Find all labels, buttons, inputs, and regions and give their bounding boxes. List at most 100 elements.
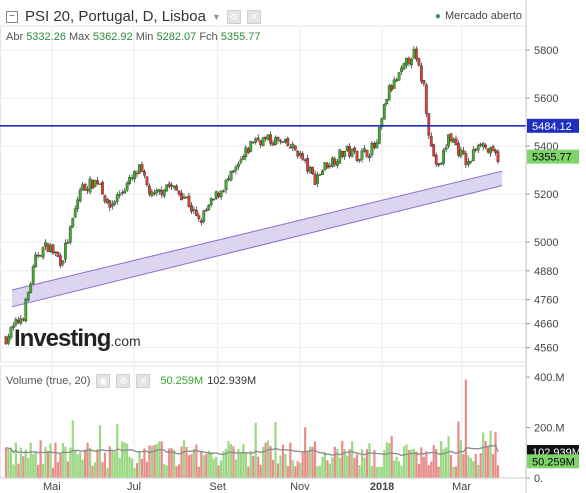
volume-bar (81, 459, 84, 478)
chart-title: PSI 20, Portugal, D, Lisboa (25, 8, 206, 25)
volume-bar (281, 444, 285, 478)
volume-bar (22, 456, 25, 478)
volume-bar (417, 463, 420, 478)
volume-bars (4, 379, 500, 478)
chevron-down-icon[interactable]: ▼ (211, 11, 221, 22)
candle (12, 325, 15, 328)
candle (214, 191, 218, 199)
volume-bar (116, 424, 119, 478)
volume-bar (195, 444, 198, 478)
volume-bar (234, 459, 238, 478)
candle (427, 113, 431, 136)
settings-icon[interactable]: ⚙ (226, 9, 241, 24)
volume-bar (177, 464, 181, 478)
candle (484, 144, 488, 148)
volume-bar (17, 463, 20, 478)
volume-bar (304, 427, 307, 478)
candle (239, 159, 243, 163)
volume-bar (452, 466, 455, 478)
volume-bar (279, 455, 282, 478)
candle (452, 139, 455, 143)
volume-bar (398, 461, 401, 478)
candle (31, 266, 35, 284)
volume-bar (9, 448, 13, 478)
volume-bar (27, 457, 30, 478)
volume-value-current: 50.259M (160, 375, 204, 387)
candle (16, 319, 20, 323)
volume-bar (333, 446, 336, 478)
volume-bar (262, 446, 265, 478)
candle (293, 145, 297, 151)
volume-bar (469, 458, 472, 478)
volume-bar (400, 465, 403, 478)
volume-bar (44, 446, 47, 478)
candle (323, 162, 327, 170)
volume-bar (311, 446, 314, 478)
volume-bar (217, 465, 220, 478)
volume-bar (432, 445, 435, 478)
volume-bar (135, 463, 139, 478)
volume-bar (121, 441, 124, 478)
candle (224, 180, 228, 191)
volume-label: Volume (true, 20) (6, 375, 91, 387)
chart-header: − PSI 20, Portugal, D, Lisboa ▼ ⚙ ✕ ● Mer… (0, 0, 586, 48)
candle (442, 150, 445, 164)
collapse-icon[interactable]: − (6, 10, 18, 23)
volume-bar (286, 466, 289, 478)
volume-bar (437, 466, 440, 478)
volume-bar (244, 452, 247, 478)
volume-bar (163, 463, 166, 478)
low-label: Min (135, 31, 154, 43)
candle (303, 159, 307, 161)
candle (24, 298, 28, 322)
volume-bar (388, 443, 391, 478)
candle (118, 193, 122, 196)
close-icon[interactable]: ✕ (246, 9, 261, 24)
candle (437, 163, 441, 166)
volume-bar (484, 440, 487, 478)
close-icon[interactable]: ✕ (136, 374, 151, 388)
volume-bar (202, 455, 205, 478)
volume-tick-label: 0. (534, 473, 543, 485)
volume-bar (145, 461, 149, 478)
volume-bar (444, 447, 448, 478)
last-price-tag-bg (527, 149, 579, 164)
volume-bar (385, 442, 388, 478)
volume-bar (346, 455, 349, 478)
candle (160, 189, 164, 195)
eye-icon[interactable]: ◉ (96, 374, 111, 388)
volume-bar (259, 464, 262, 478)
channel-upper-line (11, 170, 503, 291)
volume-bar (309, 446, 312, 478)
candle (353, 147, 356, 152)
volume-bar (472, 461, 475, 478)
candle (197, 215, 201, 220)
volume-bar (249, 450, 252, 478)
candle (363, 148, 366, 152)
candle (81, 184, 85, 191)
volume-bar (222, 451, 225, 478)
candle (479, 143, 483, 146)
volume-bar (370, 466, 374, 478)
candle (464, 153, 468, 165)
candle (496, 151, 500, 162)
candle (256, 137, 260, 140)
volume-bar (405, 444, 408, 478)
volume-bar (479, 453, 482, 478)
candle (76, 199, 80, 209)
settings-icon[interactable]: ⚙ (116, 374, 131, 388)
candle (148, 185, 151, 195)
candle (328, 165, 332, 167)
volume-bar (407, 449, 411, 478)
volume-bar (323, 452, 327, 478)
volume-bar (313, 441, 317, 478)
volume-bar (459, 440, 463, 478)
candle (395, 79, 399, 82)
volume-bar (395, 456, 398, 478)
candle (462, 150, 465, 154)
candle (135, 172, 139, 175)
candle (321, 170, 324, 175)
candle (316, 175, 319, 184)
